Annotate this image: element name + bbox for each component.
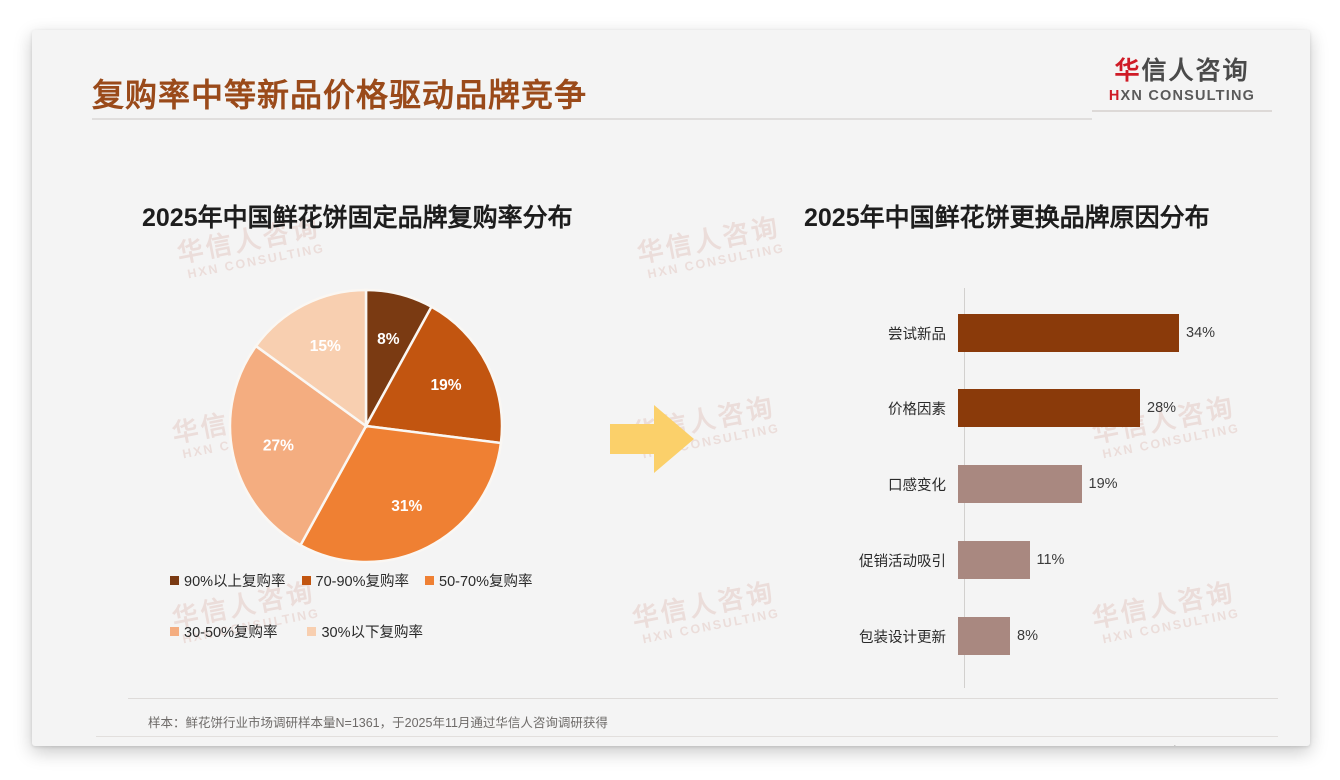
legend-label: 50-70%复购率 (439, 574, 533, 590)
pie-slice-label: 31% (391, 498, 422, 515)
bar-fill[interactable] (958, 314, 1179, 352)
sample-divider (128, 698, 1278, 699)
bar-fill[interactable] (958, 541, 1030, 579)
legend-swatch-icon (170, 627, 179, 636)
logo-chinese-rest: 信人咨询 (1141, 57, 1250, 85)
footer-divider (96, 736, 1278, 737)
pie-slice[interactable] (228, 344, 368, 547)
bar-chart-title: 2025年中国鲜花饼更换品牌原因分布 (804, 204, 1210, 232)
bar-row: 尝试新品 34% (832, 314, 1292, 352)
footer-copyright: ©2026.1 HXR华信人咨询 (130, 744, 270, 746)
bar-chart: 尝试新品 34% 价格因素 28% 口感变化 19% 促销活动吸引 11% 包装… (832, 288, 1292, 688)
slide-card: 华信人咨询 HXN CONSULTING 华信人咨询 HXN CONSULTIN… (32, 30, 1310, 746)
logo-divider (1092, 109, 1272, 112)
bar-row: 促销活动吸引 11% (832, 541, 1292, 579)
legend-item[interactable]: 30-50%复购率 (170, 621, 277, 642)
pie-chart: 8% 19% 31% 27% 15% (228, 288, 504, 564)
watermark: 华信人咨询 HXN CONSULTING (634, 207, 786, 283)
pie-slice-label: 15% (310, 338, 341, 355)
pie-slice[interactable] (298, 424, 503, 564)
logo-english: HXN CONSULTING (1092, 88, 1272, 104)
brand-logo: 华信人咨询 HXN CONSULTING (1092, 57, 1272, 112)
pie-legend-row-2: 30-50%复购率 30%以下复购率 (170, 621, 600, 642)
bar-fill[interactable] (958, 389, 1140, 427)
watermark: 华信人咨询 HXN CONSULTING (629, 572, 781, 648)
legend-label: 90%以上复购率 (184, 574, 286, 590)
legend-swatch-icon (170, 576, 179, 585)
bar-category-label: 尝试新品 (888, 326, 946, 343)
bar-fill[interactable] (958, 617, 1010, 655)
bar-category-label: 价格因素 (888, 401, 946, 418)
bar-value-label: 34% (1186, 325, 1216, 341)
logo-h-char: H (1108, 87, 1121, 104)
legend-label: 30-50%复购率 (184, 625, 278, 641)
right-arrow-icon (610, 402, 694, 476)
legend-label: 70-90%复购率 (315, 574, 410, 590)
bar-row: 包装设计更新 8% (832, 617, 1292, 655)
bar-fill[interactable] (958, 465, 1082, 503)
watermark-cn: 华信人咨询 (634, 211, 783, 269)
bar-value-label: 11% (1036, 552, 1065, 568)
pie-slice[interactable] (364, 305, 504, 445)
pie-slice[interactable] (254, 288, 368, 429)
header-divider (92, 118, 1092, 120)
sample-note: 样本：鲜花饼行业市场调研样本量N=1361，于2025年11月通过华信人咨询调研… (148, 716, 608, 730)
page-title: 复购率中等新品价格驱动品牌竞争 (92, 77, 588, 113)
watermark-en: HXN CONSULTING (186, 240, 326, 282)
watermark-en: HXN CONSULTING (641, 605, 781, 647)
logo-hua-char: 华 (1114, 57, 1142, 85)
pie-chart-svg: 8% 19% 31% 27% 15% (228, 288, 504, 564)
pie-chart-title: 2025年中国鲜花饼固定品牌复购率分布 (142, 204, 573, 232)
watermark-cn: 华信人咨询 (629, 576, 778, 634)
legend-item[interactable]: 50-70%复购率 (425, 570, 533, 591)
pie-legend-row-1: 90%以上复购率 70-90%复购率 50-70%复购率 (170, 570, 600, 591)
bar-category-label: 口感变化 (888, 477, 946, 494)
right-arrow-svg (610, 405, 694, 473)
bar-value-label: 19% (1088, 476, 1118, 492)
logo-english-rest: XN CONSULTING (1120, 87, 1256, 104)
bar-value-label: 28% (1147, 400, 1177, 416)
legend-item[interactable]: 30%以下复购率 (307, 621, 423, 642)
pie-slice-label: 27% (263, 438, 294, 455)
legend-item[interactable]: 70-90%复购率 (301, 570, 410, 591)
pie-legend: 90%以上复购率 70-90%复购率 50-70%复购率 30-50%复购率 3… (170, 570, 600, 672)
bar-value-label: 8% (1017, 628, 1038, 644)
legend-item[interactable]: 90%以上复购率 (170, 570, 286, 591)
watermark-en: HXN CONSULTING (646, 240, 786, 282)
legend-swatch-icon (301, 576, 311, 585)
bar-row: 口感变化 19% (832, 465, 1292, 503)
logo-chinese: 华信人咨询 (1092, 57, 1272, 86)
pie-slice-label: 8% (377, 331, 400, 348)
legend-swatch-icon (425, 576, 435, 585)
legend-label: 30%以下复购率 (321, 625, 424, 641)
footer-website[interactable]: www.hxrcon.com (1144, 744, 1238, 746)
bar-category-label: 包装设计更新 (859, 629, 946, 646)
bar-row: 价格因素 28% (832, 389, 1292, 427)
bar-category-label: 促销活动吸引 (859, 553, 946, 570)
pie-slice-label: 19% (430, 377, 461, 394)
legend-swatch-icon (307, 627, 317, 636)
